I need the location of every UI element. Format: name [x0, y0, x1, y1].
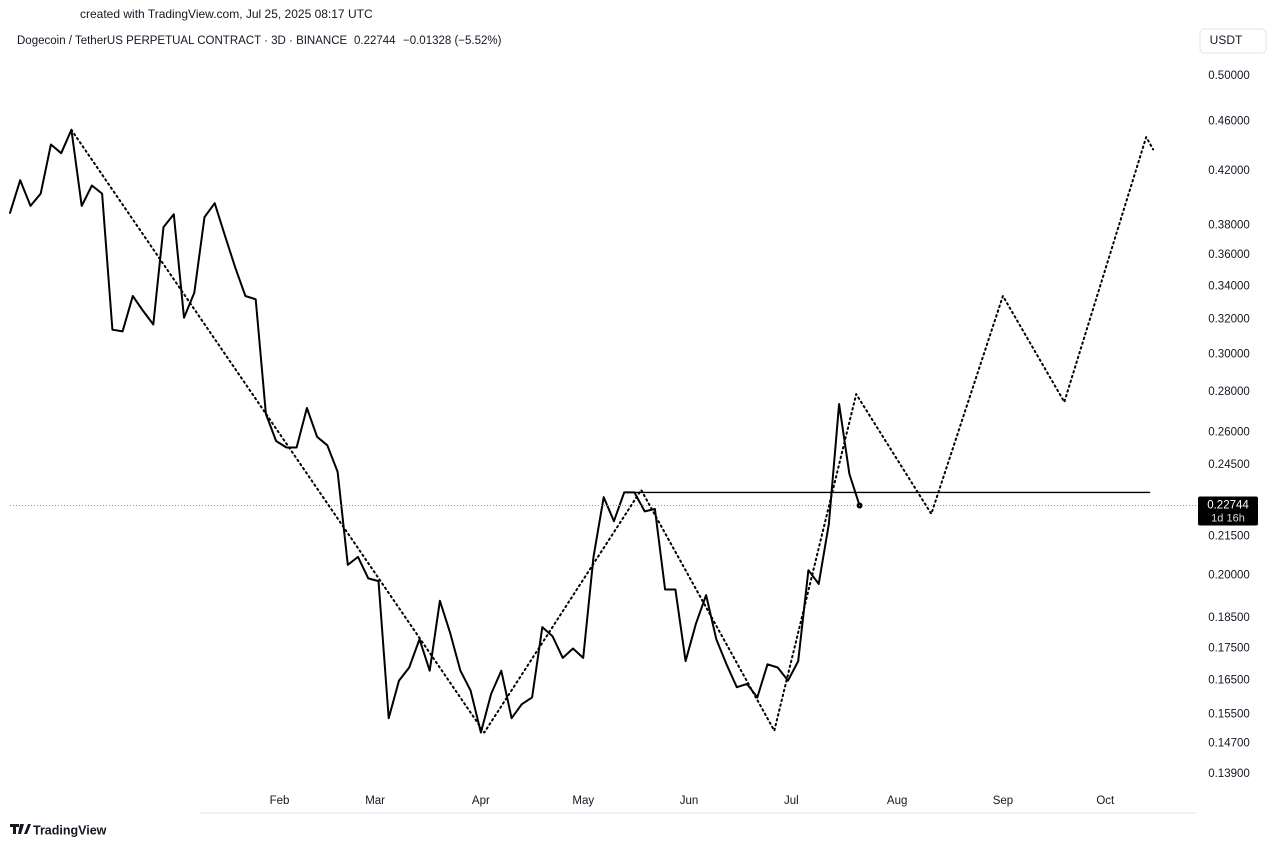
y-tick-label: 0.32000 [1208, 313, 1250, 325]
y-tick-label: 0.18500 [1208, 612, 1250, 624]
logo: TradingView [33, 823, 107, 837]
y-tick-label: 0.28000 [1208, 386, 1250, 398]
logo-icon [10, 824, 31, 834]
y-tick-label: 0.50000 [1208, 70, 1250, 82]
y-tick-label: 0.14700 [1208, 738, 1250, 750]
y-tick-label: 0.13900 [1208, 768, 1250, 780]
x-tick-label: Feb [270, 795, 290, 807]
x-tick-label: Jul [784, 795, 799, 807]
watermark: created with TradingView.com, Jul 25, 20… [80, 7, 373, 21]
y-tick-label: 0.17500 [1208, 643, 1250, 655]
x-tick-label: Aug [887, 795, 907, 807]
x-tick-label: Oct [1096, 795, 1115, 807]
y-tick-label: 0.24500 [1208, 459, 1250, 471]
x-tick-label: Apr [472, 795, 490, 807]
y-tick-label: 0.30000 [1208, 349, 1250, 361]
x-tick-label: Jun [680, 795, 699, 807]
y-tick-label: 0.21500 [1208, 530, 1250, 542]
symbol: Dogecoin / TetherUS PERPETUAL CONTRACT ·… [17, 35, 348, 47]
price-tag [1198, 496, 1258, 526]
x-tick-label: Mar [365, 795, 385, 807]
y-tick-label: 0.38000 [1208, 220, 1250, 232]
price-line [9, 128, 861, 734]
x-tick-label: May [572, 795, 594, 807]
price-tag-value: 0.22744 [1207, 500, 1249, 512]
y-tick-label: 0.16500 [1208, 675, 1250, 687]
price-tag-countdown: 1d 16h [1211, 512, 1245, 524]
change: −0.01328 (−5.52%) [403, 35, 502, 47]
x-tick-label: Sep [993, 795, 1013, 807]
y-tick-label: 0.42000 [1208, 165, 1250, 177]
plot: 0.50000 0.46000 0.42000 0.38000 0.36000 0.340… [9, 70, 1258, 807]
y-tick-label: 0.34000 [1208, 280, 1250, 292]
currency[interactable]: USDT [1210, 33, 1243, 47]
price-line [70, 128, 1155, 734]
y-tick-label: 0.46000 [1208, 115, 1250, 127]
currency-button[interactable] [1199, 28, 1267, 54]
y-tick-label: 0.20000 [1208, 570, 1250, 582]
y-tick-label: 0.36000 [1208, 249, 1250, 261]
price: 0.22744 [354, 35, 396, 47]
y-tick-label: 0.26000 [1208, 427, 1250, 439]
y-tick-label: 0.15500 [1208, 709, 1250, 721]
